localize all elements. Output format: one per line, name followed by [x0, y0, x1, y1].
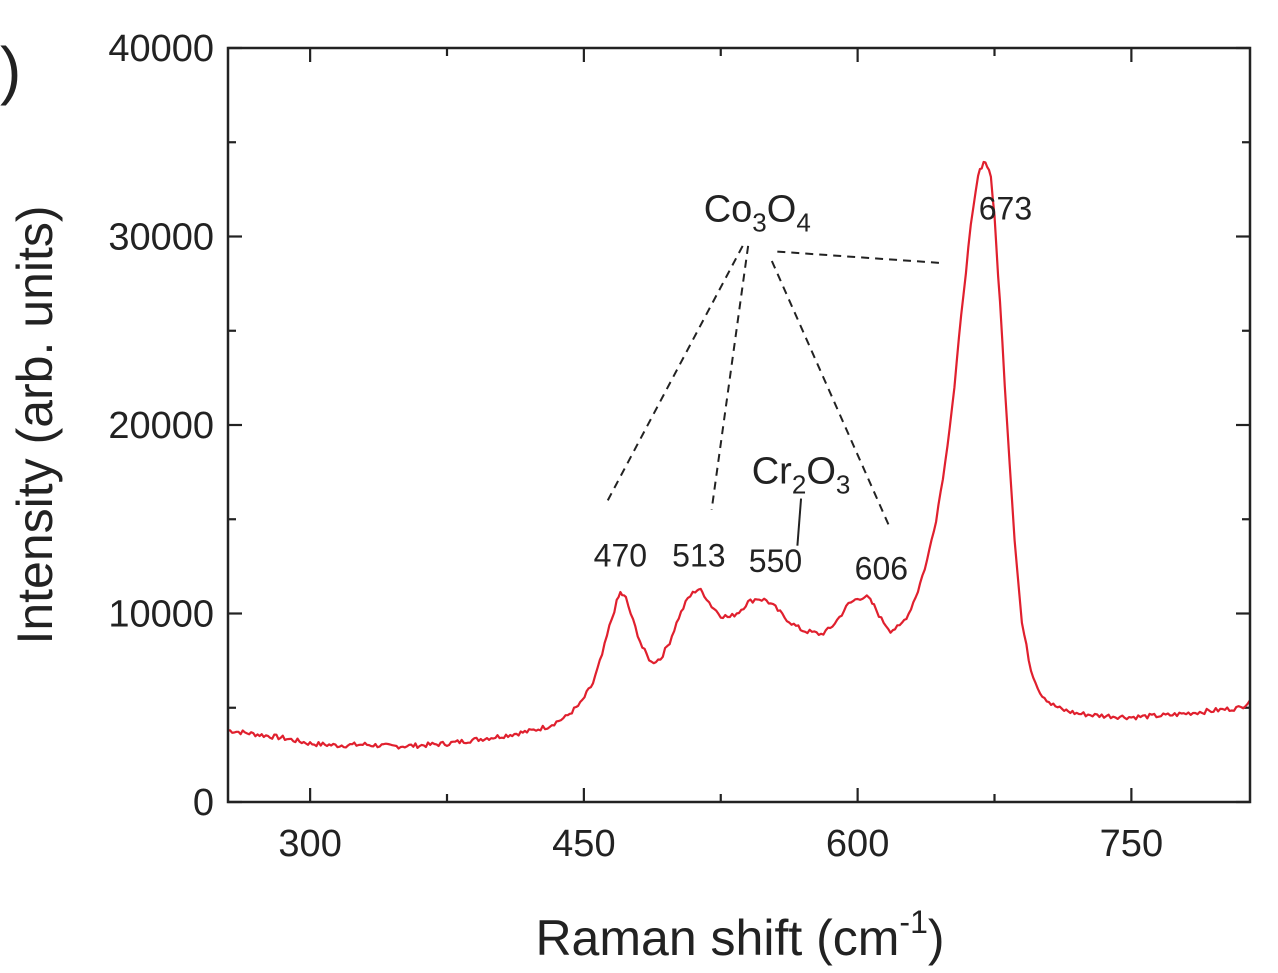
compound-label: Co3O4	[704, 188, 811, 237]
compound-label-part: O	[767, 188, 797, 230]
axis-ticks	[228, 46, 1250, 804]
plot-frame	[226, 46, 1252, 804]
peak-label: 673	[979, 191, 1032, 227]
compound-label-part: 2	[792, 469, 806, 499]
y-tick-label: 10000	[108, 594, 214, 636]
compound-label-part: O	[806, 450, 836, 492]
compound-label-part: Cr	[752, 450, 792, 492]
leader-line	[777, 250, 940, 264]
y-tick-label: 40000	[108, 28, 214, 70]
leader-line	[796, 498, 803, 546]
leader-line	[710, 245, 750, 510]
x-axis-title-sup: -1	[899, 904, 927, 940]
peak-label: 470	[594, 537, 647, 573]
compound-label-part: Co	[704, 188, 753, 230]
y-tick-label: 0	[193, 782, 214, 824]
leader-line	[770, 260, 890, 526]
peak-label: 550	[749, 543, 802, 579]
compound-label-part: 3	[836, 469, 850, 499]
peak-label: 513	[672, 537, 725, 573]
leader-lines	[604, 245, 940, 546]
tick-labels: 300 450 600 750 0 10000 20000 30000 40000	[108, 28, 1163, 865]
x-axis-title-close: )	[928, 910, 945, 966]
compound-label-part: 3	[752, 207, 766, 237]
x-tick-label: 450	[552, 823, 615, 865]
peak-annotations: 470 513 550 606 673	[594, 191, 1032, 587]
y-tick-label: 20000	[108, 405, 214, 447]
panel-label: )	[0, 34, 21, 106]
y-tick-label: 30000	[108, 217, 214, 259]
compound-label: Cr2O3	[752, 450, 851, 499]
x-axis-title: Raman shift (cm-1)	[535, 904, 944, 966]
compound-label-part: 4	[796, 207, 810, 237]
peak-label: 606	[855, 551, 908, 587]
x-tick-label: 600	[826, 823, 889, 865]
x-axis-title-main: Raman shift (cm	[535, 910, 899, 966]
x-tick-label: 750	[1100, 823, 1163, 865]
spectrum-line	[228, 160, 1251, 750]
x-tick-label: 300	[278, 823, 341, 865]
leader-line	[604, 245, 744, 505]
y-axis-title: Intensity (arb. units)	[7, 205, 63, 644]
